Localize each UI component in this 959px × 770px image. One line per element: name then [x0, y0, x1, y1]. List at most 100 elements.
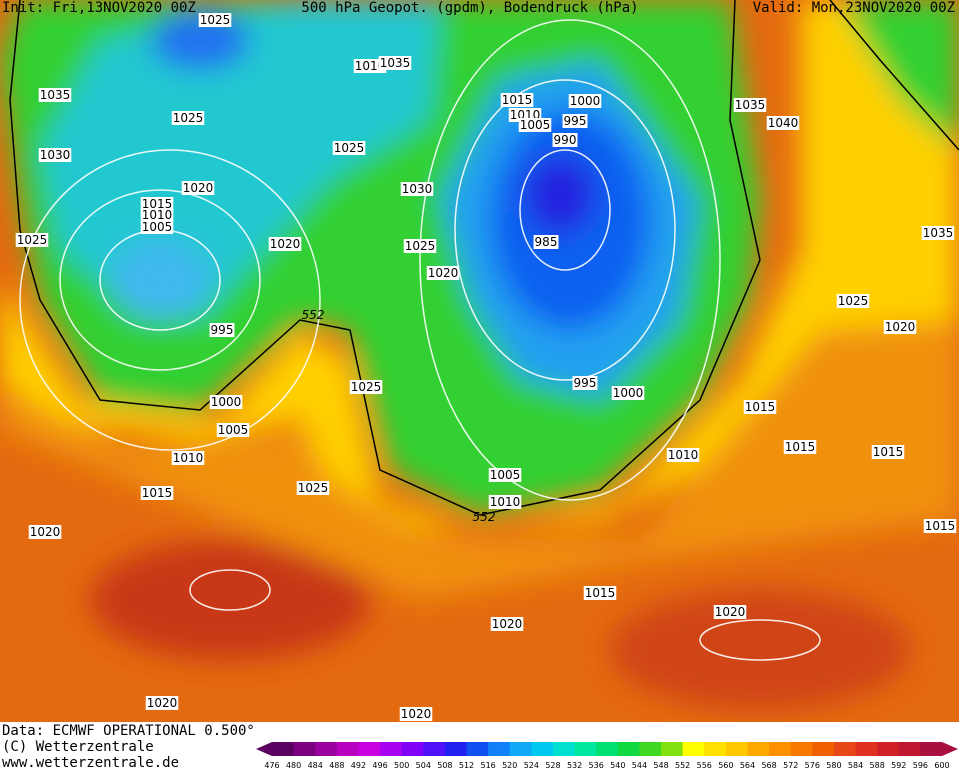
colorbar-tick-label: 504 — [416, 761, 431, 770]
colorbar-tick-label: 564 — [740, 761, 755, 770]
colorbar-tick-label: 548 — [653, 761, 668, 770]
isobar-label: 1025 — [173, 111, 204, 125]
isobar-label-bg — [568, 94, 602, 108]
isobar-label-bg — [733, 98, 767, 112]
colorbar-swatch — [661, 742, 684, 756]
isobar-label: 1015 — [785, 440, 816, 454]
isobar-label-bg — [426, 266, 460, 280]
isobar-label: 1005 — [218, 423, 249, 437]
colorbar-tick-label: 556 — [697, 761, 712, 770]
isobar-label-bg — [216, 423, 250, 437]
isobar-label-bg — [562, 114, 588, 128]
colorbar-swatch — [315, 742, 338, 756]
colorbar-swatch — [293, 742, 316, 756]
isobar-label: 1010 — [173, 451, 204, 465]
colorbar-tick-label: 600 — [934, 761, 949, 770]
isobar-label: 1005 — [490, 468, 521, 482]
contour-label: 552 — [473, 510, 496, 524]
isobar-label: 1035 — [380, 56, 411, 70]
colorbar-swatch — [423, 742, 446, 756]
isobar-label-bg — [209, 395, 243, 409]
colorbar-tick-label: 508 — [437, 761, 452, 770]
isobar-label-bg — [611, 386, 645, 400]
isobar-label-bg — [349, 380, 383, 394]
colorbar-tick-label: 572 — [783, 761, 798, 770]
colorbar-tick-label: 516 — [480, 761, 495, 770]
colorbar-tick-label: 532 — [567, 761, 582, 770]
isobar-label-bg — [140, 486, 174, 500]
colorbar-swatch — [855, 742, 878, 756]
isobar-label: 1015 — [142, 486, 173, 500]
isobar-label-bg — [140, 208, 174, 222]
colorbar-swatch — [833, 742, 857, 756]
isobar-label: 1010 — [668, 448, 699, 462]
copyright: (C) Wetterzentrale — [2, 739, 154, 755]
isobar-label: 1020 — [147, 696, 178, 710]
colorbar-swatch — [509, 742, 532, 756]
isobar-label: 1025 — [405, 239, 436, 253]
colorbar-swatch — [401, 742, 424, 756]
isobar-label-bg — [500, 93, 534, 107]
colorbar-swatch — [682, 742, 705, 756]
isobar-label: 1035 — [923, 226, 954, 240]
isobar-label-bg — [171, 111, 205, 125]
colorbar-tick-label: 512 — [459, 761, 474, 770]
isobar-label: 1000 — [570, 94, 601, 108]
isobar-label: 1015 — [745, 400, 776, 414]
colorbar-swatch — [531, 742, 554, 756]
colorbar-tick-label: 584 — [848, 761, 863, 770]
isobar-label: 1020 — [428, 266, 459, 280]
isobar-label: 1020 — [183, 181, 214, 195]
contour-label: 552 — [302, 308, 325, 322]
isobar-label: 1020 — [30, 525, 61, 539]
colorbar-swatch — [617, 742, 640, 756]
isobar-label: 1025 — [838, 294, 869, 308]
isobar-label: 1000 — [211, 395, 242, 409]
isobar-label-bg — [552, 133, 578, 147]
isobar-label-bg — [332, 141, 366, 155]
colorbar-swatch — [920, 742, 943, 756]
isobar-label: 1015 — [585, 586, 616, 600]
colorbar-tick-label: 540 — [610, 761, 625, 770]
isobar-label: 1025 — [298, 481, 329, 495]
isobar-label-bg — [921, 226, 955, 240]
isobar-label: 1015 — [873, 445, 904, 459]
init-time: Init: Fri,13NOV2020 00Z — [2, 0, 196, 16]
colorbar-tick-label: 560 — [718, 761, 733, 770]
isobar-label: 1030 — [402, 182, 433, 196]
colorbar-tick-label: 568 — [761, 761, 776, 770]
colorbar-tick-label: 544 — [632, 761, 647, 770]
colorbar-tick-label: 536 — [589, 761, 604, 770]
colorbar-swatch — [466, 742, 489, 756]
isobar-label-bg — [533, 235, 559, 249]
isobar-label-bg — [145, 696, 179, 710]
colorbar-swatch — [358, 742, 381, 756]
isobar-label-bg — [713, 605, 747, 619]
isobar-label-bg — [171, 451, 205, 465]
isobar-label: 1040 — [768, 116, 799, 130]
isobar-label-bg — [836, 294, 870, 308]
isobar-label: 1005 — [520, 118, 551, 132]
colorbar-swatch — [812, 742, 835, 756]
isobar-label: 1020 — [492, 617, 523, 631]
colorbar-swatch — [574, 742, 597, 756]
isobar-label: 1000 — [613, 386, 644, 400]
colorbar-tick-label: 480 — [286, 761, 301, 770]
isobar-label-bg — [400, 182, 434, 196]
isobar-label: 1015 — [142, 197, 173, 211]
isobar-label: 1005 — [142, 220, 173, 234]
isobar-label-bg — [399, 707, 433, 721]
isobar-label-bg — [403, 239, 437, 253]
isobar-label-bg — [488, 468, 522, 482]
isobar-label: 1025 — [200, 13, 231, 27]
colorbar-tick-label: 484 — [308, 761, 323, 770]
colorbar-tick-label: 588 — [870, 761, 885, 770]
map-title: 500 hPa Geopot. (gpdm), Bodendruck (hPa) — [301, 0, 638, 16]
colorbar-tick-label: 552 — [675, 761, 690, 770]
colorbar-swatch — [380, 742, 403, 756]
colorbar-swatch — [336, 742, 359, 756]
isobar-label-bg — [883, 320, 917, 334]
colorbar-tick-label: 520 — [502, 761, 517, 770]
